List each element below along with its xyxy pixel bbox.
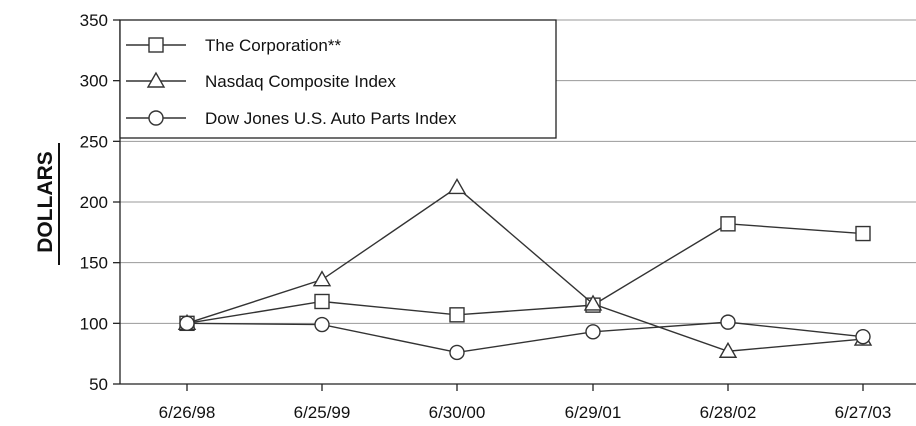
x-tick-label: 6/27/03: [835, 403, 892, 422]
x-tick-label: 6/26/98: [159, 403, 216, 422]
legend-label: Dow Jones U.S. Auto Parts Index: [205, 109, 457, 128]
series: [177, 178, 873, 361]
series-line-circle: [186, 321, 864, 354]
legend-label: The Corporation**: [205, 36, 341, 55]
data-point-circle: [855, 328, 871, 345]
y-tick-label: 250: [80, 132, 108, 151]
data-point-circle: [720, 314, 736, 330]
y-tick-label: 50: [89, 375, 108, 394]
x-tick-label: 6/30/00: [429, 403, 486, 422]
legend: The Corporation** Nasdaq Composite Index D…: [119, 19, 557, 139]
data-point-square: [720, 216, 736, 232]
data-point-square: [855, 225, 871, 242]
data-point-triangle: [312, 270, 332, 287]
series-line-square: [186, 223, 864, 325]
legend-item: Dow Jones U.S. Auto Parts Index: [126, 109, 457, 128]
series-line-triangle: [186, 186, 864, 352]
legend-marker-square: [148, 37, 164, 53]
data-point-square: [314, 293, 330, 310]
data-point-square: [449, 307, 465, 323]
data-point-circle: [585, 324, 601, 340]
data-point-circle: [314, 316, 330, 333]
series-triangle: [177, 178, 873, 358]
legend-marker-triangle: [146, 71, 166, 88]
legend-marker-circle: [148, 110, 164, 126]
legend-box: [119, 19, 557, 139]
legend-label: Nasdaq Composite Index: [205, 72, 396, 91]
data-point-circle: [449, 344, 465, 361]
y-tick-label: 150: [80, 254, 108, 273]
y-tick-label: 300: [80, 72, 108, 91]
series-circle: [179, 314, 871, 361]
x-tick-label: 6/29/01: [565, 403, 622, 422]
data-point-triangle: [447, 178, 467, 195]
y-tick-label: 200: [80, 193, 108, 212]
data-point-triangle: [583, 294, 603, 311]
series-square: [179, 216, 871, 332]
y-tick-label: 350: [80, 11, 108, 30]
x-tick-labels: 6/26/98 6/25/99 6/30/00 6/29/01 6/28/02 6/27/…: [159, 384, 892, 422]
x-tick-label: 6/28/02: [700, 403, 757, 422]
data-point-circle: [179, 315, 195, 332]
y-tick-labels: 50 100 150 200 250 300 350: [80, 11, 120, 394]
x-tick-label: 6/25/99: [294, 403, 351, 422]
legend-item: Nasdaq Composite Index: [126, 71, 396, 91]
data-point-triangle: [718, 341, 738, 358]
legend-item: The Corporation**: [126, 36, 341, 55]
y-tick-label: 100: [80, 314, 108, 333]
y-axis-title: DOLLARS: [34, 151, 57, 253]
